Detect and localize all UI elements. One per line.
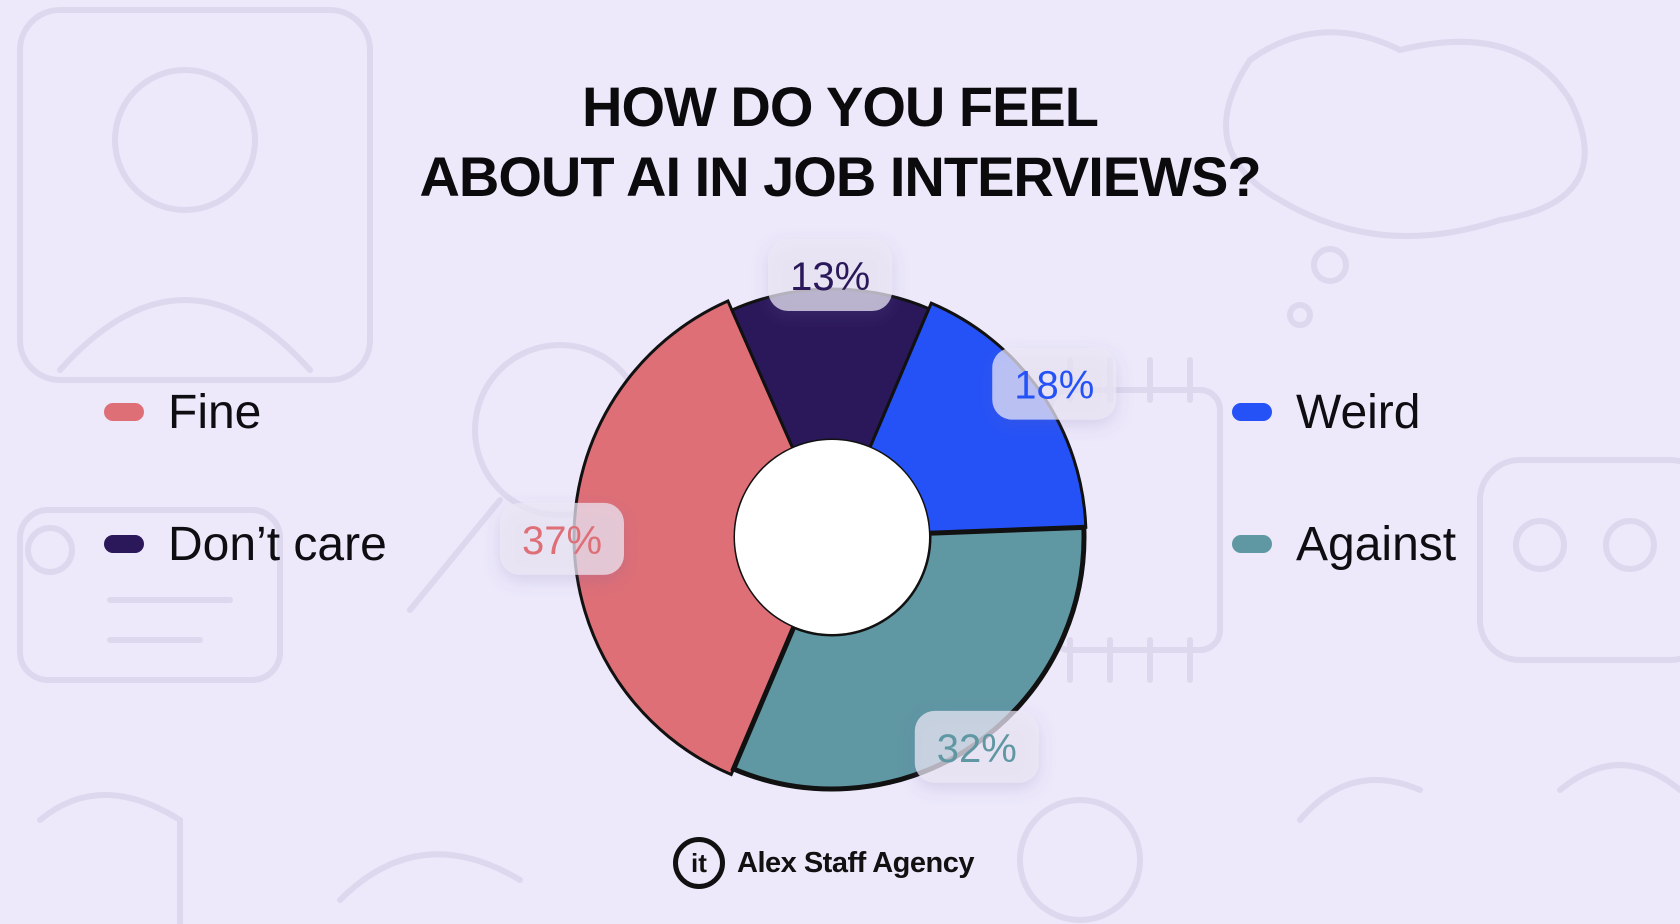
chart-title: HOW DO YOU FEEL ABOUT AI IN JOB INTERVIE… [0, 72, 1680, 212]
data-label-text: 32% [937, 727, 1017, 771]
slice-weird [867, 301, 1088, 535]
data-label-weird: 18% [992, 347, 1117, 420]
legend-label-against: Against [1296, 517, 1457, 571]
data-label-against: 32% [914, 710, 1039, 783]
legend-label-dont-care: Don’t care [168, 517, 387, 571]
legend-item-against: Against [1232, 514, 1456, 574]
donut-hole [735, 440, 929, 634]
legend-swatch-fine [104, 403, 144, 421]
data-label-fine: 37% [500, 502, 625, 575]
data-label-text: 18% [1014, 364, 1094, 408]
data-label-bubble [500, 502, 625, 575]
legend-item-fine: Fine [104, 382, 261, 442]
chart-title-line-2: ABOUT AI IN JOB INTERVIEWS? [419, 145, 1261, 208]
data-label-bubble [992, 347, 1117, 420]
brand-name: Alex Staff Agency [737, 846, 975, 879]
legend-label-weird: Weird [1296, 385, 1421, 439]
legend-swatch-against [1232, 535, 1272, 553]
data-label-bubble [914, 710, 1039, 783]
data-label-dont-care: 13% [768, 239, 893, 312]
legend-label-fine: Fine [168, 385, 262, 439]
chart-title-line-1: HOW DO YOU FEEL [582, 75, 1099, 138]
legend-swatch-weird [1232, 403, 1272, 421]
brand: it Alex Staff Agency [673, 837, 975, 889]
data-label-bubble [768, 239, 893, 312]
legend-item-dont-care: Don’t care [104, 514, 387, 574]
brand-logo-icon: it [673, 837, 725, 889]
data-label-text: 37% [522, 519, 602, 563]
legend-item-weird: Weird [1232, 382, 1420, 442]
legend-swatch-dont-care [104, 535, 144, 553]
data-label-text: 13% [790, 255, 870, 299]
